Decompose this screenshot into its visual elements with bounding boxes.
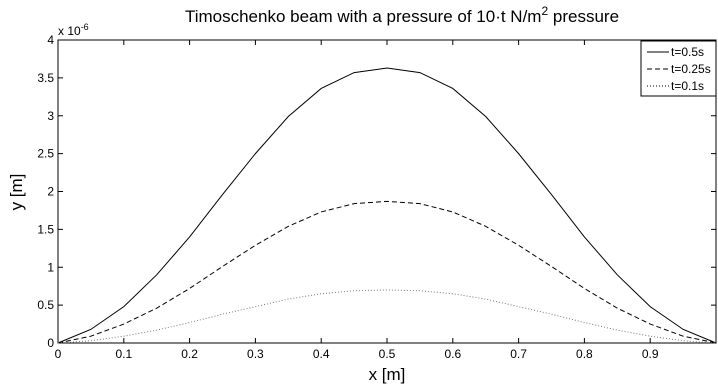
series-line-0 bbox=[57, 67, 717, 344]
y-axis-label: y [m] bbox=[7, 174, 26, 211]
legend-label-t025: t=0.25s bbox=[671, 62, 711, 76]
y-multiplier-exponent: -6 bbox=[81, 22, 89, 32]
legend-label-t05: t=0.5s bbox=[671, 45, 704, 59]
series-lines bbox=[57, 67, 717, 344]
y-tick-label: 3 bbox=[47, 109, 54, 123]
x-tick-label: 0 bbox=[55, 347, 62, 361]
legend-label-t01: t=0.1s bbox=[671, 79, 704, 93]
x-tick-label: 0.7 bbox=[510, 347, 527, 361]
x-tick-label: 0.5 bbox=[379, 347, 396, 361]
y-tick-label: 2 bbox=[47, 185, 54, 199]
y-axis-multiplier: x 10-6 bbox=[58, 22, 89, 38]
legend: t=0.5s t=0.25s t=0.1s bbox=[640, 40, 717, 97]
x-tick-label: 0.2 bbox=[181, 347, 198, 361]
chart-title: Timoschenko beam with a pressure of 10·t… bbox=[185, 4, 619, 26]
x-tick-label: 0.4 bbox=[313, 347, 330, 361]
x-tick-label: 0.9 bbox=[642, 347, 659, 361]
y-tick-label: 3.5 bbox=[37, 71, 54, 85]
y-axis-ticks: 0 0.5 1 1.5 2 2.5 3 3.5 4 bbox=[37, 33, 716, 350]
y-tick-label: 1 bbox=[47, 260, 54, 274]
y-tick-label: 2.5 bbox=[37, 147, 54, 161]
chart-title-superscript: 2 bbox=[541, 4, 548, 18]
plot-area bbox=[57, 39, 717, 344]
x-tick-label: 0.1 bbox=[115, 347, 132, 361]
x-axis-ticks: 0 0.1 0.2 0.3 0.4 0.5 0.6 0.7 0.8 0.9 bbox=[55, 40, 659, 361]
y-tick-label: 0.5 bbox=[37, 298, 54, 312]
x-tick-label: 0.8 bbox=[576, 347, 593, 361]
chart-title-tail: pressure bbox=[548, 7, 619, 26]
series-line-1 bbox=[57, 200, 717, 344]
x-tick-label: 0.3 bbox=[247, 347, 264, 361]
y-tick-label: 1.5 bbox=[37, 222, 54, 236]
x-axis-label: x [m] bbox=[369, 365, 406, 384]
y-tick-label: 0 bbox=[47, 336, 54, 350]
x-tick-label: 0.6 bbox=[444, 347, 461, 361]
y-multiplier-base: x 10 bbox=[58, 24, 81, 38]
y-tick-label: 4 bbox=[47, 33, 54, 47]
legend-box bbox=[640, 40, 717, 97]
chart-title-main: Timoschenko beam with a pressure of 10·t… bbox=[185, 7, 542, 26]
